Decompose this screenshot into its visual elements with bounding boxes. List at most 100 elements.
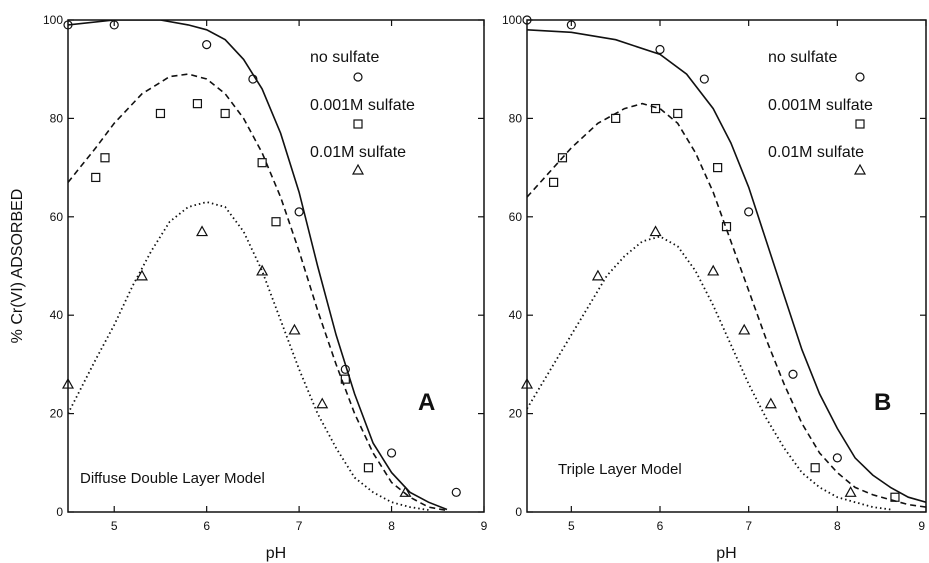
y-tick-label: 20: [509, 407, 523, 421]
data-point-square: [100, 153, 110, 163]
data-point-circle: [451, 487, 461, 497]
data-point-circle: [340, 364, 350, 374]
data-point-circle: [744, 207, 754, 217]
legend-marker-circle: [353, 72, 363, 82]
panel-letter: B: [874, 389, 891, 416]
y-tick-label: 20: [50, 407, 64, 421]
y-tick-label: 60: [509, 210, 523, 224]
legend-label: 0.001M sulfate: [768, 97, 873, 114]
data-point-square: [363, 463, 374, 473]
plot-frame: [67, 19, 485, 513]
data-point-square: [548, 177, 559, 187]
data-point-triangle: [288, 323, 301, 335]
data-point-square: [890, 492, 900, 502]
legend-label: 0.01M sulfate: [310, 144, 406, 161]
panel-b: 0 20 40 60 80 100 5 6 7 8 9 pH no sulfate 0.001M sulf…: [502, 13, 927, 562]
y-tick-label: 100: [43, 13, 63, 27]
series-square: [68, 73, 448, 512]
y-tick-label: 40: [509, 308, 523, 322]
model-curve-solid: [527, 29, 926, 503]
data-point-circle: [699, 74, 709, 84]
data-point-circle: [832, 453, 842, 463]
data-point-square: [155, 108, 166, 119]
data-point-square: [713, 163, 723, 173]
series-circle: [68, 20, 448, 511]
y-tick-label: 100: [502, 13, 522, 27]
series-square: [527, 102, 926, 508]
legend-marker-triangle: [853, 163, 867, 175]
data-point-triangle: [399, 486, 412, 497]
data-point-square: [91, 172, 101, 183]
legend-marker-triangle: [351, 163, 365, 175]
data-point-triangle: [520, 377, 534, 389]
data-point-circle: [655, 44, 665, 55]
x-tick-label: 7: [745, 519, 752, 533]
plot-frame: [526, 19, 927, 513]
data-point-triangle: [738, 323, 751, 335]
data-point-triangle: [591, 269, 604, 281]
x-tick-label: 5: [111, 519, 118, 533]
data-point-triangle: [707, 264, 720, 276]
y-tick-label: 0: [515, 505, 522, 519]
legend-label: 0.01M sulfate: [768, 144, 864, 161]
y-tick-label: 80: [50, 111, 64, 125]
legend-marker-square: [855, 119, 865, 129]
legend-label: no sulfate: [768, 49, 837, 66]
data-point-triangle: [844, 486, 857, 497]
x-tick-label: 6: [657, 519, 664, 533]
legend-marker-square: [353, 119, 363, 129]
data-point-circle: [248, 74, 258, 84]
x-axis-label: pH: [716, 545, 736, 562]
series-circle: [527, 29, 926, 503]
data-point-circle: [566, 20, 576, 30]
y-tick-label: 0: [56, 505, 63, 519]
y-axis-label: % Cr(VI) ADSORBED: [9, 189, 26, 344]
x-tick-label: 9: [481, 519, 488, 533]
data-point-triangle: [135, 269, 148, 281]
x-tick-label: 9: [918, 519, 925, 533]
data-point-circle: [294, 207, 304, 217]
x-tick-label: 6: [203, 519, 210, 533]
data-point-triangle: [316, 397, 329, 409]
legend-label: 0.001M sulfate: [310, 97, 415, 114]
data-point-square: [557, 153, 568, 163]
data-point-circle: [63, 20, 73, 30]
series-triangle: [68, 201, 429, 511]
data-point-square: [271, 217, 281, 227]
x-tick-label: 7: [296, 519, 303, 533]
data-point-square: [810, 463, 820, 473]
data-point-square: [220, 108, 230, 119]
x-tick-label: 8: [834, 519, 841, 533]
x-tick-label: 8: [388, 519, 395, 533]
y-tick-label: 60: [50, 210, 64, 224]
data-point-triangle: [649, 225, 662, 237]
data-point-square: [340, 374, 350, 384]
data-point-circle: [109, 20, 119, 30]
data-point-circle: [522, 15, 532, 25]
data-point-square: [192, 99, 203, 109]
model-label: Diffuse Double Layer Model: [80, 470, 265, 487]
model-curve-dotted: [68, 201, 429, 511]
data-point-square: [611, 113, 621, 124]
panel-a: 0 20 40 60 80 100 5 6 7 8 9 pH % Cr(VI) ADSORBED no s…: [9, 13, 488, 562]
model-curve-dashed: [527, 102, 926, 508]
panel-letter: A: [418, 389, 435, 416]
y-tick-label: 40: [50, 308, 64, 322]
data-point-circle: [788, 369, 798, 379]
data-point-triangle: [764, 397, 777, 409]
data-point-square: [673, 108, 683, 119]
model-curve-dashed: [68, 73, 448, 512]
data-point-square: [650, 103, 661, 114]
model-label: Triple Layer Model: [558, 461, 682, 478]
x-tick-label: 5: [568, 519, 575, 533]
data-point-square: [257, 158, 267, 168]
data-point-circle: [202, 39, 212, 50]
legend-marker-circle: [855, 72, 865, 82]
data-point-triangle: [61, 377, 75, 389]
data-point-triangle: [256, 264, 269, 276]
data-point-circle: [386, 448, 397, 458]
legend-label: no sulfate: [310, 49, 379, 66]
model-curve-solid: [68, 20, 448, 511]
x-axis-label: pH: [266, 545, 286, 562]
